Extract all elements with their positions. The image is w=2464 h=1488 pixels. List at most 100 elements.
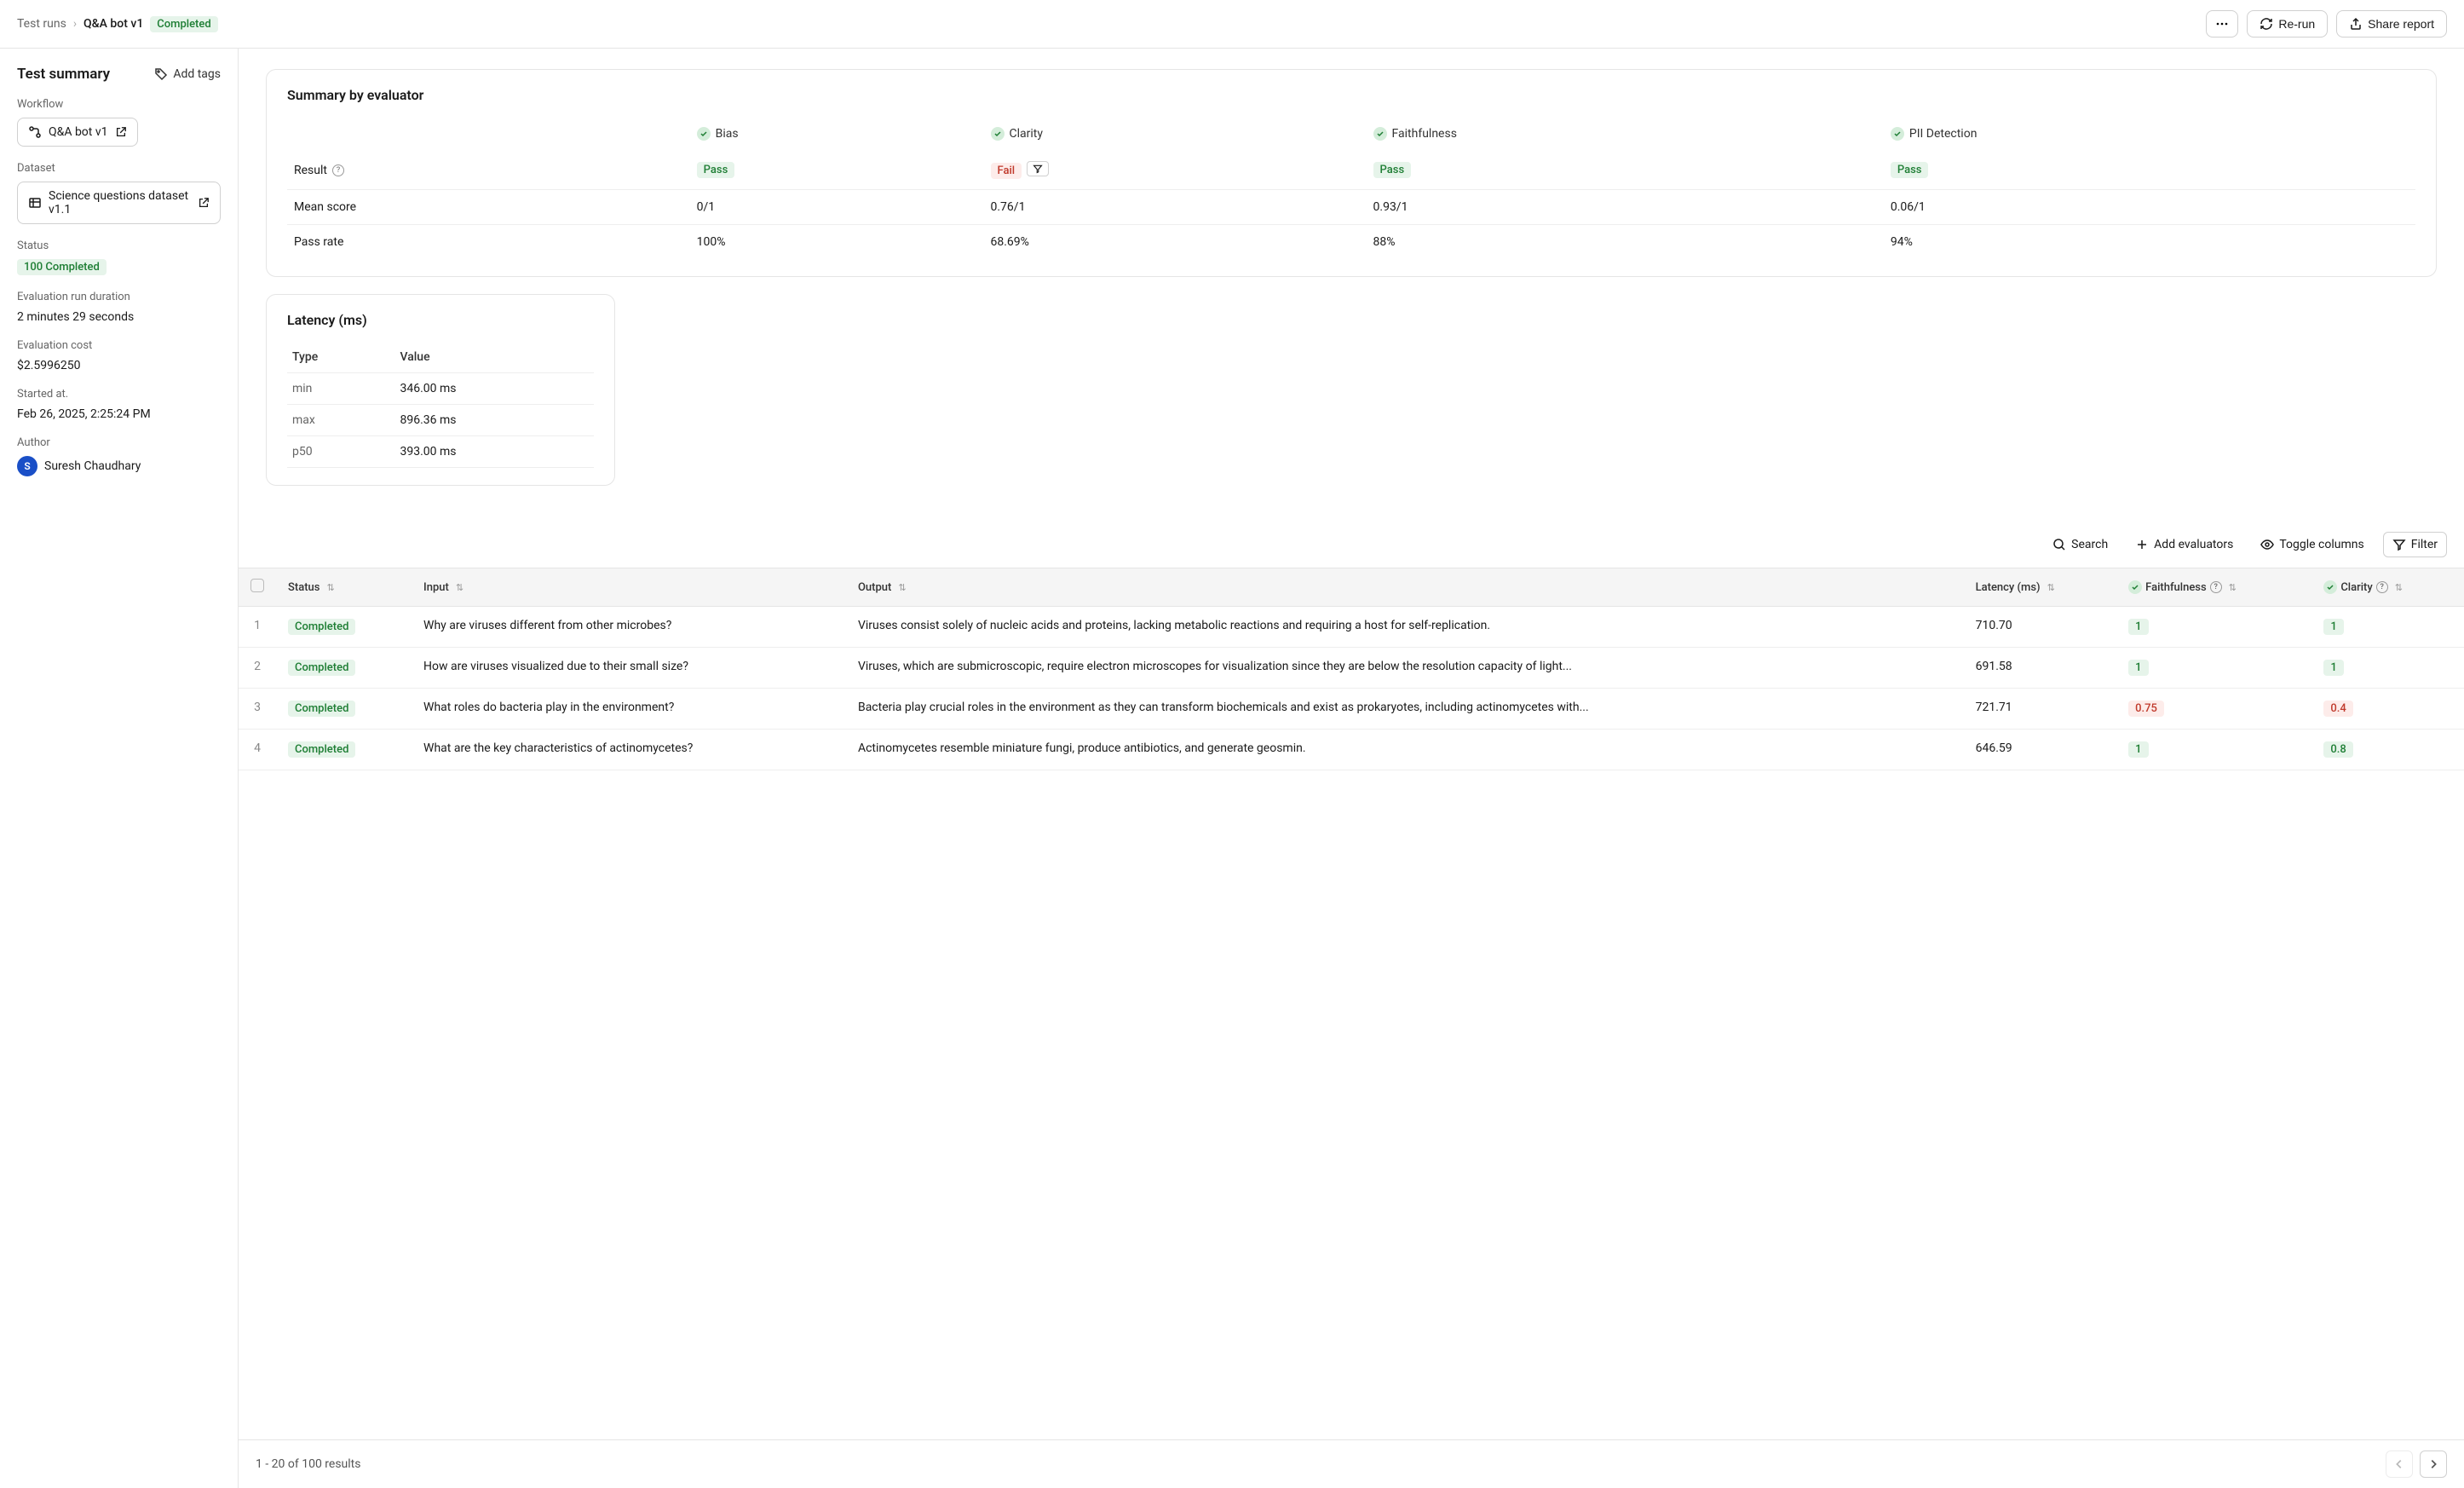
table-row[interactable]: 2 Completed How are viruses visualized d… — [239, 648, 2464, 689]
evaluator-header: Faithfulness — [1367, 117, 1884, 151]
table-icon — [28, 196, 42, 210]
evaluator-header: Clarity — [984, 117, 1367, 151]
breadcrumb-root[interactable]: Test runs — [17, 17, 66, 31]
add-evaluators-label: Add evaluators — [2154, 538, 2233, 551]
passrate-value: 100% — [690, 225, 984, 260]
latency-table: Type Value min346.00 msmax896.36 msp5039… — [287, 342, 594, 468]
result-badge: Pass — [697, 162, 735, 178]
result-badge: Pass — [1891, 162, 1929, 178]
sort-icon: ⇅ — [2229, 582, 2237, 593]
content: Summary by evaluator BiasClarityFaithful… — [239, 49, 2464, 1488]
clarity-score: 0.8 — [2323, 741, 2352, 758]
col-status[interactable]: Status⇅ — [276, 568, 412, 607]
evaluator-header: Bias — [690, 117, 984, 151]
filter-label: Filter — [2411, 538, 2438, 551]
faithfulness-score: 0.75 — [2128, 701, 2164, 717]
duration-value: 2 minutes 29 seconds — [17, 310, 221, 324]
row-number: 2 — [239, 648, 276, 689]
next-page-button[interactable] — [2420, 1451, 2447, 1478]
check-icon — [1891, 127, 1904, 141]
faithfulness-score: 1 — [2128, 741, 2148, 758]
sort-icon: ⇅ — [326, 582, 334, 593]
latency-row: p50393.00 ms — [287, 436, 594, 468]
more-button[interactable] — [2206, 10, 2238, 37]
summary-card: Summary by evaluator BiasClarityFaithful… — [266, 69, 2437, 277]
col-latency[interactable]: Latency (ms)⇅ — [1964, 568, 2117, 607]
row-status-badge: Completed — [288, 660, 355, 676]
avatar: S — [17, 456, 37, 476]
latency-type-header: Type — [287, 342, 394, 373]
status-value: 100 Completed — [17, 259, 107, 275]
breadcrumb: Test runs › Q&A bot v1 Completed — [17, 16, 218, 32]
author-label: Author — [17, 436, 221, 449]
filter-mini-button[interactable] — [1027, 161, 1049, 176]
share-label: Share report — [2368, 17, 2434, 31]
mean-row-label: Mean score — [287, 190, 690, 225]
col-output[interactable]: Output⇅ — [846, 568, 1964, 607]
dataset-link[interactable]: Science questions dataset v1.1 — [17, 182, 221, 224]
share-button[interactable]: Share report — [2336, 10, 2447, 37]
sort-icon: ⇅ — [456, 582, 463, 593]
row-status-badge: Completed — [288, 701, 355, 717]
rerun-button[interactable]: Re-run — [2247, 10, 2328, 37]
evaluator-header: PII Detection — [1884, 117, 2415, 151]
sidebar-title-row: Test summary Add tags — [17, 66, 221, 83]
filter-button[interactable]: Filter — [2383, 532, 2447, 557]
chevron-left-icon — [2393, 1458, 2405, 1470]
breadcrumb-current: Q&A bot v1 — [83, 17, 143, 31]
table-row[interactable]: 3 Completed What roles do bacteria play … — [239, 689, 2464, 730]
row-latency: 721.71 — [1964, 689, 2117, 730]
workflow-link[interactable]: Q&A bot v1 — [17, 118, 138, 147]
filter-icon — [1033, 164, 1043, 174]
external-link-icon — [115, 126, 127, 138]
workflow-value: Q&A bot v1 — [49, 125, 108, 139]
pager — [2386, 1451, 2447, 1478]
col-faithfulness[interactable]: Faithfulness?⇅ — [2116, 568, 2311, 607]
result-row-label: Result ? — [287, 151, 690, 190]
sidebar: Test summary Add tags Workflow Q&A bot v… — [0, 49, 239, 1488]
result-badge: Pass — [1373, 162, 1412, 178]
header-actions: Re-run Share report — [2206, 10, 2447, 37]
results-table: Status⇅ Input⇅ Output⇅ Latency (ms)⇅ Fai… — [239, 568, 2464, 770]
search-button[interactable]: Search — [2044, 532, 2116, 557]
row-output: Actinomycetes resemble miniature fungi, … — [846, 730, 1964, 770]
row-number: 1 — [239, 607, 276, 648]
sort-icon: ⇅ — [898, 582, 906, 593]
sort-icon: ⇅ — [2395, 582, 2403, 593]
col-clarity[interactable]: Clarity?⇅ — [2311, 568, 2464, 607]
chevron-right-icon: › — [73, 17, 77, 31]
table-row[interactable]: 1 Completed Why are viruses different fr… — [239, 607, 2464, 648]
search-label: Search — [2071, 538, 2108, 551]
clarity-score: 0.4 — [2323, 701, 2352, 717]
latency-row: min346.00 ms — [287, 373, 594, 405]
row-input: What are the key characteristics of acti… — [412, 730, 846, 770]
dataset-label: Dataset — [17, 162, 221, 175]
row-input: Why are viruses different from other mic… — [412, 607, 846, 648]
dots-icon — [2215, 17, 2229, 31]
table-row[interactable]: 4 Completed What are the key characteris… — [239, 730, 2464, 770]
row-latency: 710.70 — [1964, 607, 2117, 648]
prev-page-button[interactable] — [2386, 1451, 2413, 1478]
latency-value-header: Value — [394, 342, 594, 373]
status-badge: Completed — [150, 16, 217, 32]
check-icon — [697, 127, 711, 141]
help-icon: ? — [332, 164, 344, 176]
mean-value: 0.76/1 — [984, 190, 1367, 225]
duration-label: Evaluation run duration — [17, 291, 221, 303]
add-evaluators-button[interactable]: Add evaluators — [2127, 532, 2242, 557]
chevron-right-icon — [2427, 1458, 2439, 1470]
table-toolbar: Search Add evaluators Toggle columns Fil… — [239, 523, 2464, 568]
status-label: Status — [17, 239, 221, 252]
help-icon: ? — [2210, 581, 2222, 593]
select-all-checkbox[interactable] — [250, 579, 264, 592]
passrate-value: 88% — [1367, 225, 1884, 260]
col-input[interactable]: Input⇅ — [412, 568, 846, 607]
cost-value: $2.5996250 — [17, 359, 221, 372]
toggle-columns-button[interactable]: Toggle columns — [2252, 532, 2372, 557]
share-icon — [2349, 17, 2363, 31]
add-tags-button[interactable]: Add tags — [154, 67, 221, 81]
table-footer: 1 - 20 of 100 results — [239, 1439, 2464, 1488]
eye-icon — [2260, 538, 2274, 551]
check-icon — [2128, 580, 2142, 594]
passrate-row-label: Pass rate — [287, 225, 690, 260]
